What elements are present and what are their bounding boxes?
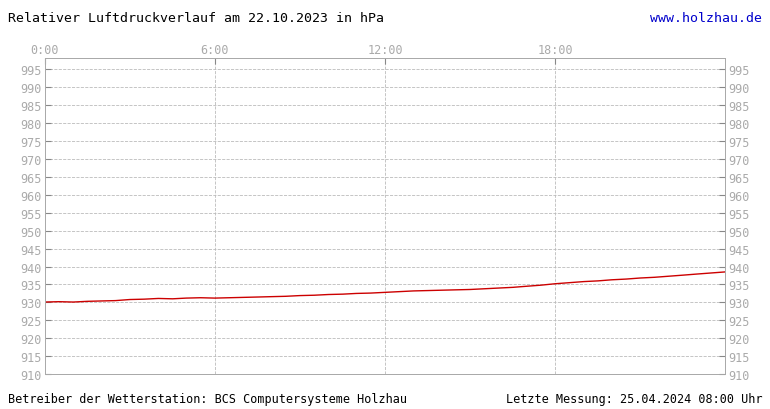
Text: www.holzhau.de: www.holzhau.de [651, 12, 762, 25]
Text: Relativer Luftdruckverlauf am 22.10.2023 in hPa: Relativer Luftdruckverlauf am 22.10.2023… [8, 12, 383, 25]
Text: Letzte Messung: 25.04.2024 08:00 Uhr: Letzte Messung: 25.04.2024 08:00 Uhr [506, 392, 762, 405]
Text: Betreiber der Wetterstation: BCS Computersysteme Holzhau: Betreiber der Wetterstation: BCS Compute… [8, 392, 407, 405]
